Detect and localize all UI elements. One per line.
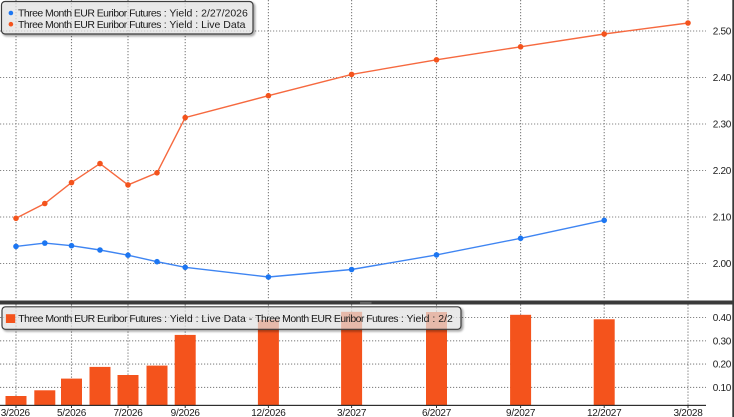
svg-text:7/2026: 7/2026: [113, 408, 143, 417]
svg-text:3/2028: 3/2028: [673, 408, 703, 417]
svg-text:2.00: 2.00: [713, 259, 732, 270]
svg-text:0.30: 0.30: [713, 336, 732, 347]
svg-text:6/2027: 6/2027: [422, 408, 452, 417]
svg-text:3/2026: 3/2026: [1, 408, 31, 417]
svg-text:2.40: 2.40: [713, 73, 732, 84]
svg-text:0.40: 0.40: [713, 313, 732, 324]
svg-text:0.20: 0.20: [713, 360, 732, 371]
svg-text:2.10: 2.10: [713, 213, 732, 224]
svg-text:Three Month EUR Euribor Future: Three Month EUR Euribor Futures : Yield …: [18, 313, 453, 325]
svg-text:12/2027: 12/2027: [587, 408, 622, 417]
svg-text:2.20: 2.20: [713, 166, 732, 177]
svg-text:2.30: 2.30: [713, 120, 732, 131]
svg-text:12/2026: 12/2026: [251, 408, 286, 417]
svg-text:Three Month EUR Euribor Future: Three Month EUR Euribor Futures : Yield …: [18, 8, 248, 20]
svg-text:3/2027: 3/2027: [337, 408, 367, 417]
svg-text:5/2026: 5/2026: [57, 408, 87, 417]
svg-text:9/2027: 9/2027: [506, 408, 536, 417]
svg-text:2.50: 2.50: [713, 27, 732, 38]
svg-text:Three Month EUR Euribor Future: Three Month EUR Euribor Futures : Yield …: [18, 19, 246, 31]
svg-text:0.10: 0.10: [713, 383, 732, 394]
svg-text:9/2026: 9/2026: [171, 408, 201, 417]
